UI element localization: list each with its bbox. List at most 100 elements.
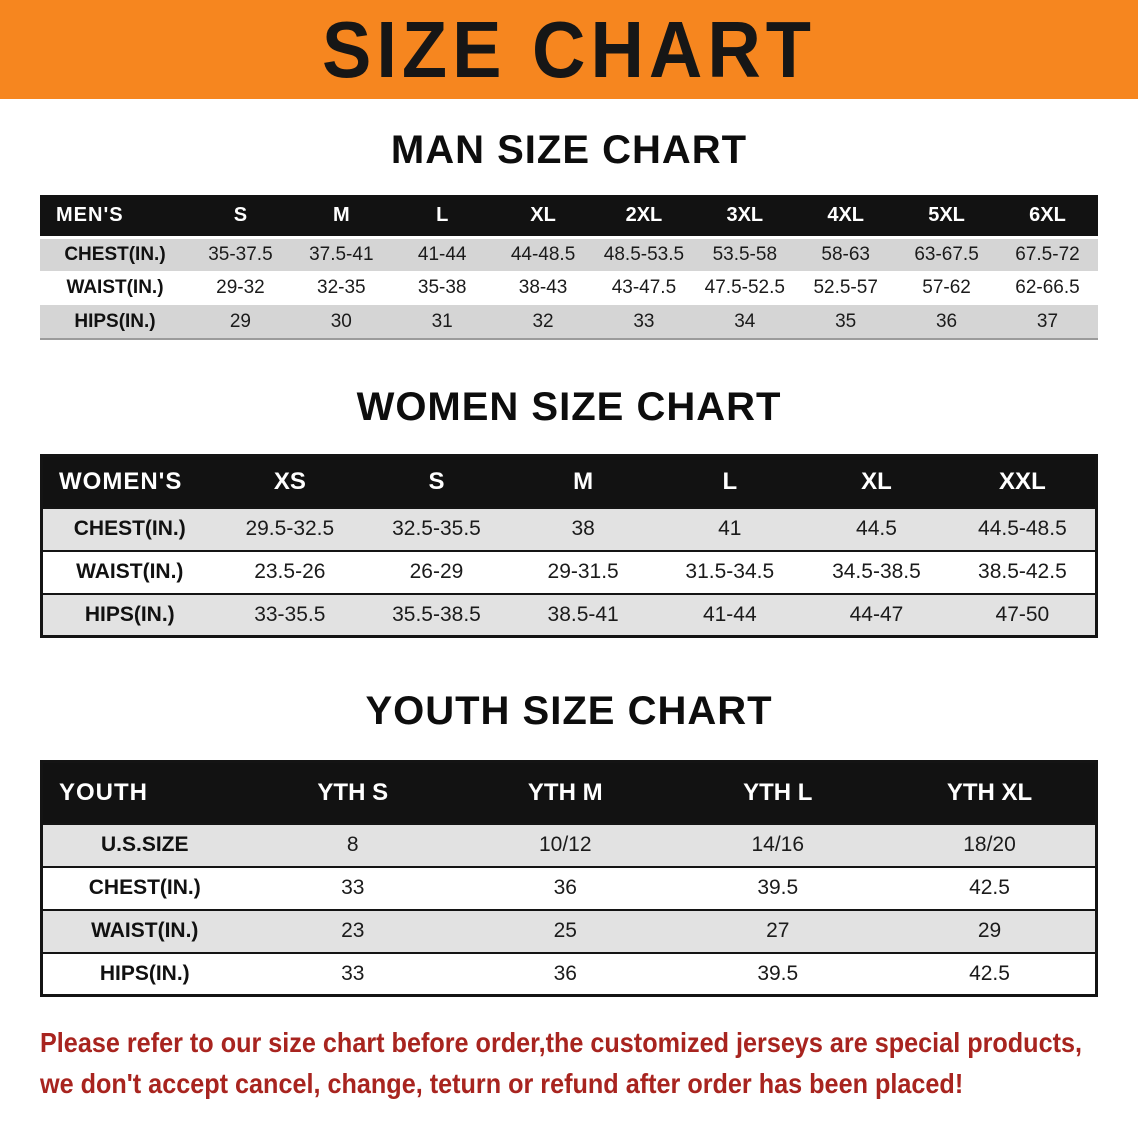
women-col-head-1: S — [363, 455, 510, 508]
women-value-0-4: 44.5 — [803, 506, 950, 551]
women-header-row: WOMEN'S XS S M L XL XXL — [41, 455, 1097, 508]
youth-section-heading: YOUTH SIZE CHART — [365, 689, 773, 733]
page-title: SIZE CHART — [322, 4, 816, 94]
youth-value-2-3: 29 — [884, 908, 1097, 953]
men-data-row-2: HIPS(IN.) 29 30 31 32 33 34 35 36 37 — [40, 305, 1098, 339]
men-value-1-3: 38-43 — [492, 271, 594, 305]
women-row-label-2: HIPS(IN.) — [41, 592, 217, 637]
men-value-2-8: 37 — [997, 305, 1098, 339]
men-table-container: MEN'S S M L XL 2XL 3XL 4XL 5XL 6XL CHEST(IN.) 35-37… — [0, 195, 1138, 340]
women-col-head-3: L — [656, 455, 804, 508]
women-value-1-5: 38.5-42.5 — [949, 549, 1097, 594]
men-row-label-1: WAIST(IN.) — [40, 271, 190, 305]
youth-value-0-2: 14/16 — [671, 822, 884, 867]
youth-data-row-2: WAIST(IN.) 23 25 27 29 — [41, 908, 1097, 953]
men-value-1-1: 32-35 — [290, 271, 392, 305]
youth-row-label-1: CHEST(IN.) — [41, 865, 247, 910]
women-value-2-4: 44-47 — [803, 592, 950, 637]
youth-col-head-2: YTH L — [671, 761, 884, 824]
youth-value-1-0: 33 — [246, 865, 459, 910]
women-col-head-2: M — [509, 455, 657, 508]
youth-data-row-3: HIPS(IN.) 33 36 39.5 42.5 — [41, 951, 1097, 996]
women-value-0-0: 29.5-32.5 — [216, 506, 364, 551]
women-value-2-1: 35.5-38.5 — [363, 592, 510, 637]
youth-value-0-0: 8 — [246, 822, 459, 867]
men-value-1-2: 35-38 — [391, 271, 493, 305]
men-col-head-4: 2XL — [593, 195, 695, 239]
men-value-1-0: 29-32 — [190, 271, 291, 305]
footer-note: Please refer to our size chart before or… — [40, 1023, 1138, 1104]
men-col-head-3: XL — [492, 195, 594, 239]
men-value-0-4: 48.5-53.5 — [593, 237, 695, 271]
men-value-2-1: 30 — [290, 305, 392, 339]
men-row-label-2: HIPS(IN.) — [40, 305, 190, 339]
women-value-0-5: 44.5-48.5 — [949, 506, 1097, 551]
men-value-0-0: 35-37.5 — [190, 237, 291, 271]
women-value-0-1: 32.5-35.5 — [363, 506, 510, 551]
women-size-section: WOMEN SIZE CHART WOMEN'S XS S M L XL XXL CHEST(… — [0, 384, 1138, 638]
men-value-0-2: 41-44 — [391, 237, 493, 271]
youth-size-table: YOUTH YTH S YTH M YTH L YTH XL U.S.SIZE 8 10/12… — [40, 760, 1098, 997]
youth-table-container: YOUTH YTH S YTH M YTH L YTH XL U.S.SIZE 8 10/12… — [0, 760, 1138, 997]
youth-data-row-0: U.S.SIZE 8 10/12 14/16 18/20 — [41, 822, 1097, 867]
women-value-1-3: 31.5-34.5 — [656, 549, 804, 594]
youth-value-3-3: 42.5 — [884, 951, 1097, 996]
women-value-1-0: 23.5-26 — [216, 549, 364, 594]
youth-corner-label: YOUTH — [41, 761, 247, 824]
youth-value-3-0: 33 — [246, 951, 459, 996]
men-value-0-1: 37.5-41 — [290, 237, 392, 271]
men-value-2-4: 33 — [593, 305, 695, 339]
banner: SIZE CHART — [0, 0, 1138, 99]
men-value-1-4: 43-47.5 — [593, 271, 695, 305]
women-section-heading: WOMEN SIZE CHART — [356, 385, 782, 429]
women-row-label-1: WAIST(IN.) — [41, 549, 217, 594]
men-col-head-7: 5XL — [896, 195, 997, 239]
men-col-head-1: M — [290, 195, 392, 239]
women-value-2-0: 33-35.5 — [216, 592, 364, 637]
youth-value-3-1: 36 — [459, 951, 672, 996]
youth-value-0-3: 18/20 — [884, 822, 1097, 867]
youth-value-2-1: 25 — [459, 908, 672, 953]
women-corner-label: WOMEN'S — [41, 455, 217, 508]
youth-value-2-2: 27 — [671, 908, 884, 953]
women-value-2-3: 41-44 — [656, 592, 804, 637]
youth-col-head-0: YTH S — [246, 761, 459, 824]
women-value-1-2: 29-31.5 — [509, 549, 657, 594]
men-value-0-8: 67.5-72 — [997, 237, 1098, 271]
women-value-0-3: 41 — [656, 506, 804, 551]
men-row-label-0: CHEST(IN.) — [40, 237, 190, 271]
youth-row-label-0: U.S.SIZE — [41, 822, 247, 867]
women-data-row-0: CHEST(IN.) 29.5-32.5 32.5-35.5 38 41 44.5 44.5… — [41, 506, 1097, 551]
men-value-1-5: 47.5-52.5 — [694, 271, 796, 305]
youth-value-0-1: 10/12 — [459, 822, 672, 867]
footer-note-line1: Please refer to our size chart before or… — [40, 1027, 1083, 1058]
men-col-head-0: S — [190, 195, 291, 239]
women-value-2-2: 38.5-41 — [509, 592, 657, 637]
men-col-head-5: 3XL — [694, 195, 796, 239]
youth-row-label-2: WAIST(IN.) — [41, 908, 247, 953]
youth-col-head-1: YTH M — [459, 761, 672, 824]
youth-row-label-3: HIPS(IN.) — [41, 951, 247, 996]
men-value-2-2: 31 — [391, 305, 493, 339]
men-value-2-0: 29 — [190, 305, 291, 339]
women-row-label-0: CHEST(IN.) — [41, 506, 217, 551]
men-value-0-6: 58-63 — [795, 237, 897, 271]
men-section-heading: MAN SIZE CHART — [390, 128, 748, 172]
women-data-row-2: HIPS(IN.) 33-35.5 35.5-38.5 38.5-41 41-44 44-… — [41, 592, 1097, 637]
men-value-1-8: 62-66.5 — [997, 271, 1098, 305]
youth-value-3-2: 39.5 — [671, 951, 884, 996]
women-value-1-4: 34.5-38.5 — [803, 549, 950, 594]
youth-header-row: YOUTH YTH S YTH M YTH L YTH XL — [41, 761, 1097, 824]
men-col-head-2: L — [391, 195, 493, 239]
men-header-row: MEN'S S M L XL 2XL 3XL 4XL 5XL 6XL — [40, 195, 1098, 239]
footer-note-line2: we don't accept cancel, change, teturn o… — [40, 1067, 964, 1099]
youth-value-1-3: 42.5 — [884, 865, 1097, 910]
youth-col-head-3: YTH XL — [884, 761, 1097, 824]
women-value-2-5: 47-50 — [949, 592, 1097, 637]
women-size-table: WOMEN'S XS S M L XL XXL CHEST(IN.) 29.5-32.5 32.5… — [40, 454, 1098, 638]
youth-data-row-1: CHEST(IN.) 33 36 39.5 42.5 — [41, 865, 1097, 910]
men-col-head-6: 4XL — [795, 195, 897, 239]
men-size-table: MEN'S S M L XL 2XL 3XL 4XL 5XL 6XL CHEST(IN.) 35-37… — [40, 195, 1098, 340]
men-data-row-1: WAIST(IN.) 29-32 32-35 35-38 38-43 43-47.5 47.… — [40, 271, 1098, 305]
